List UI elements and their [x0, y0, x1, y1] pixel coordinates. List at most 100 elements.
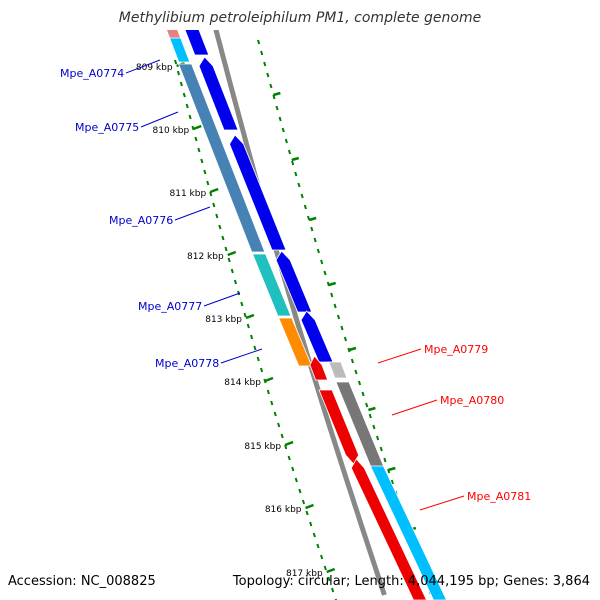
major-tick [305, 503, 314, 510]
scale-dot [287, 455, 291, 461]
scale-dot [243, 312, 247, 318]
tick-label: 812 kbp [187, 252, 224, 262]
cds-arrow [350, 458, 427, 600]
scale-dot [309, 521, 313, 527]
cds-arrow [275, 250, 313, 313]
minor-tick [388, 466, 396, 472]
scale-dot [298, 488, 302, 494]
scale-dot [206, 180, 210, 186]
scale-dot [336, 314, 341, 320]
scale-dot [323, 270, 327, 276]
scale-dot [269, 83, 273, 89]
scale-dot [280, 433, 284, 439]
tick-label: 809 kbp [136, 63, 173, 73]
scale-dot [327, 576, 331, 582]
major-tick [326, 567, 336, 574]
gene-label-leader [140, 111, 179, 128]
scale-dot [326, 281, 330, 287]
scale-dot [277, 422, 281, 428]
scale-dot [263, 378, 267, 384]
scale-dot [365, 402, 369, 408]
scale-dot [188, 114, 192, 120]
accession-text: Accession: NC_008825 [8, 574, 156, 589]
cds-arrow [198, 56, 239, 131]
scale-dot [350, 358, 354, 364]
cog-block [369, 465, 447, 600]
minor-tick [368, 406, 376, 412]
scale-dot [368, 413, 372, 419]
scale-dot [330, 292, 334, 298]
cog-block [328, 361, 348, 379]
scale-dot [320, 554, 324, 560]
tick-label: 817 kbp [286, 569, 323, 579]
scale-dot [250, 334, 254, 340]
gene-label: Mpe_A0777 [138, 300, 202, 313]
gene-label-leader [419, 495, 465, 511]
scale-dot [313, 237, 317, 243]
scale-dot [263, 61, 267, 67]
scale-dot [230, 268, 234, 274]
scale-dot [291, 160, 295, 166]
minor-tick [328, 281, 337, 287]
scale-dot [270, 400, 274, 406]
scale-dot [197, 147, 201, 153]
scale-dot [281, 127, 285, 133]
scale-dot [316, 543, 320, 549]
scale-dot [291, 466, 295, 472]
scale-dot [297, 182, 301, 188]
scale-dot [174, 59, 178, 65]
gene-label-leader [125, 59, 161, 74]
genome-summary-text: Topology: circular; Length: 4,044,195 bp… [232, 574, 590, 589]
scale-dot [354, 369, 358, 375]
scale-dot [320, 259, 324, 265]
scale-dot [312, 532, 316, 538]
scale-dot [376, 435, 380, 441]
scale-dot [176, 70, 181, 76]
scale-dot [275, 105, 279, 111]
tick-label: 810 kbp [153, 126, 190, 136]
scale-dot [284, 444, 288, 450]
scale-dot [212, 202, 216, 208]
scale-dot [294, 171, 298, 177]
gene-label: Mpe_A0775 [75, 121, 139, 134]
genome-backbone [213, 30, 387, 596]
cds-arrow [300, 310, 334, 363]
scale-dot [246, 323, 250, 329]
gene-label-leader [220, 348, 263, 364]
minor-tick [291, 156, 300, 162]
scale-dot [305, 510, 309, 516]
scale-dot [256, 356, 260, 362]
scale-dot [300, 193, 304, 199]
scale-dot [357, 380, 362, 386]
scale-dot [284, 138, 288, 144]
scale-dot [303, 204, 307, 210]
scale-dot [340, 325, 344, 331]
scale-dot [218, 224, 222, 230]
scale-dot [233, 279, 238, 285]
minor-tick [308, 216, 317, 222]
scale-dot [294, 477, 298, 483]
gene-label-leader [203, 292, 241, 307]
cog-block [169, 37, 191, 63]
scale-dot [266, 72, 270, 78]
gene-label-leader [377, 348, 422, 364]
scale-dot [260, 367, 264, 373]
gene-label: Mpe_A0778 [155, 357, 219, 370]
scale-dot [383, 457, 387, 463]
tick-label: 816 kbp [265, 505, 302, 515]
scale-dot [390, 479, 394, 485]
scale-dot [182, 92, 186, 98]
scale-dot [194, 136, 198, 142]
cds-arrow [309, 355, 329, 381]
tick-label: 815 kbp [244, 442, 281, 452]
scale-dot [203, 169, 207, 175]
cog-block [177, 63, 266, 253]
scale-dot [240, 301, 244, 307]
scale-dot [347, 347, 351, 353]
cds-arrow [229, 134, 287, 251]
gene-label: Mpe_A0781 [467, 490, 531, 503]
scale-dot [253, 345, 257, 351]
gene-label: Mpe_A0780 [440, 394, 504, 407]
scale-dot [316, 248, 320, 254]
